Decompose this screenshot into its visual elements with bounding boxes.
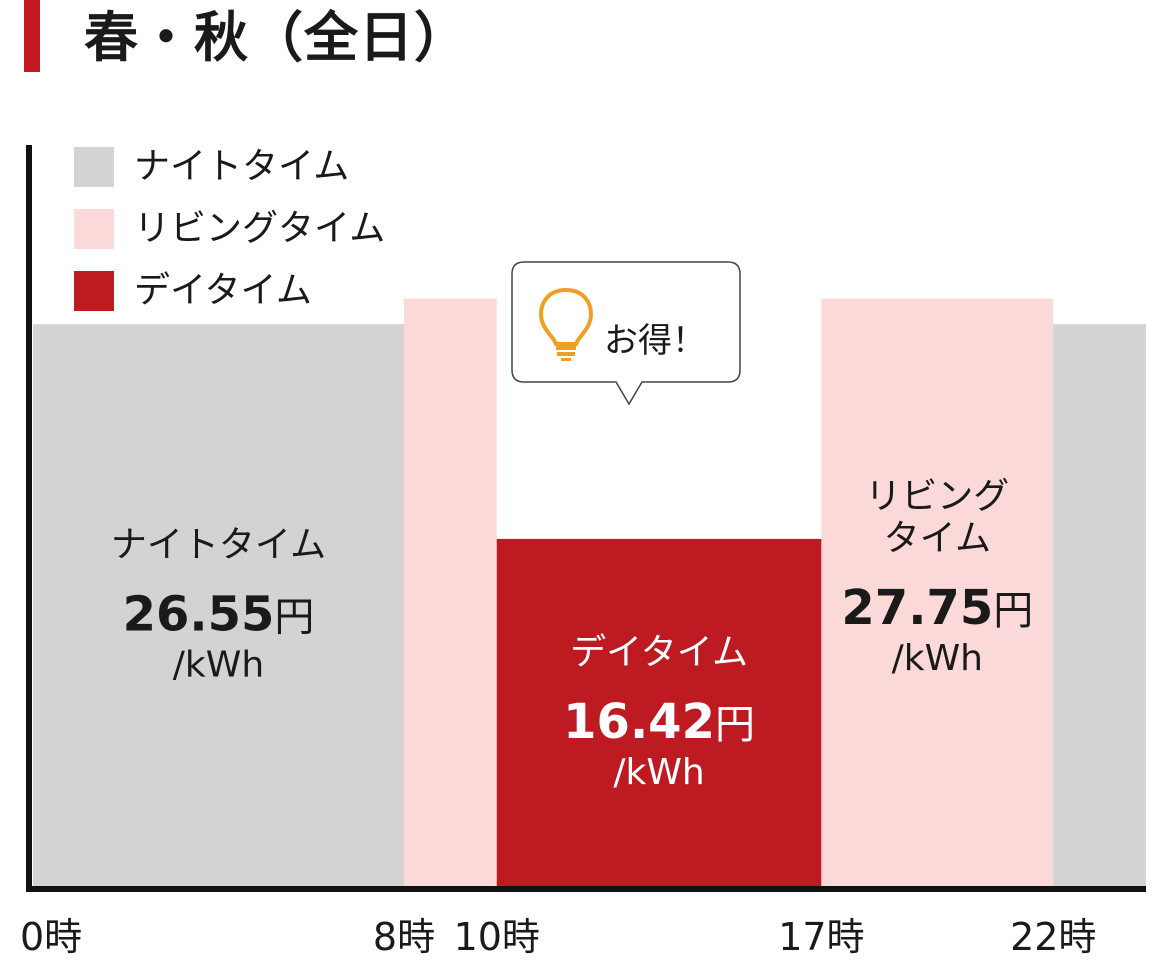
bar-label-name: リビング	[865, 476, 1009, 517]
x-tick-label-1: 8時	[373, 915, 435, 959]
page-title: 春・秋（全日）	[84, 6, 469, 69]
bar-label-price: 27.75円	[841, 580, 1033, 636]
bar-label-unit: /kWh	[173, 645, 264, 686]
legend-label: デイタイム	[134, 270, 312, 311]
legend-label: ナイトタイム	[134, 146, 350, 187]
legend-label: リビングタイム	[134, 208, 386, 249]
bar-0	[33, 324, 404, 887]
x-tick-label-3: 17時	[778, 915, 864, 959]
x-tick-label-4: 22時	[1010, 915, 1096, 959]
bar-2	[496, 538, 822, 887]
callout-text: お得！	[604, 321, 706, 361]
legend-swatch	[74, 209, 114, 249]
bar-3	[821, 298, 1054, 887]
bar-label-unit: /kWh	[892, 638, 983, 679]
bar-1	[404, 298, 497, 887]
lightbulb-icon	[538, 287, 594, 361]
bar-4	[1053, 324, 1146, 887]
legend-swatch	[74, 271, 114, 311]
bar-label-unit: /kWh	[613, 752, 704, 793]
bar-label-name: デイタイム	[570, 632, 748, 673]
bar-label-price: 26.55円	[123, 587, 315, 643]
legend-swatch	[74, 147, 114, 187]
x-tick-label-2: 10時	[454, 915, 540, 959]
x-tick-label-0: 0時	[20, 915, 82, 959]
bar-label-price: 16.42円	[563, 694, 755, 750]
bar-label-name: ナイトタイム	[111, 525, 326, 566]
title-accent-bar	[24, 0, 40, 72]
callout-bubble	[511, 261, 741, 406]
bar-label-name: タイム	[884, 518, 991, 559]
